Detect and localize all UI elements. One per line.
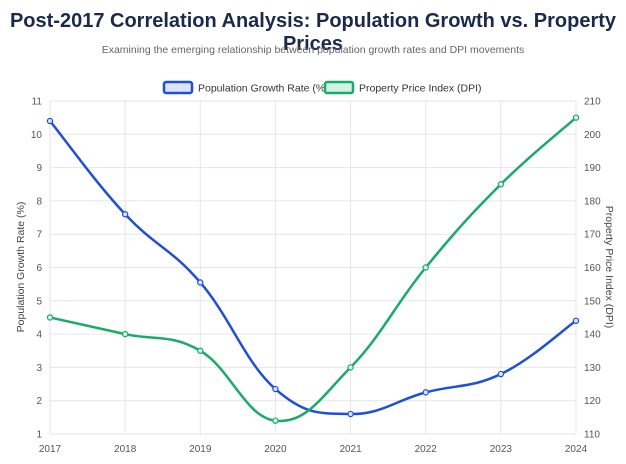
x-tick-label: 2019	[189, 444, 212, 455]
data-point[interactable]	[572, 114, 580, 121]
legend-swatch-dpi[interactable]	[323, 80, 355, 95]
x-tick-label: 2017	[39, 444, 62, 455]
data-point[interactable]	[422, 264, 429, 271]
x-tick-label: 2018	[114, 444, 137, 455]
data-point[interactable]	[497, 370, 505, 378]
y-right-tick-label: 210	[584, 97, 601, 108]
chart-subtitle: Examining the emerging relationship betw…	[101, 44, 525, 56]
legend-swatch-population[interactable]	[162, 80, 194, 95]
legend-label-dpi[interactable]: Property Price Index (DPI)	[359, 83, 482, 95]
y-left-tick-label: 5	[36, 296, 42, 307]
x-tick-label: 2020	[264, 444, 287, 455]
y-right-tick-label: 200	[584, 130, 601, 141]
series-line-0	[49, 120, 577, 416]
data-point[interactable]	[197, 347, 204, 354]
data-point[interactable]	[497, 181, 505, 188]
y-right-tick-label: 120	[584, 396, 601, 407]
legend: Population Growth Rate (%) Property Pric…	[162, 80, 482, 95]
y-left-tick-label: 10	[31, 130, 43, 141]
y-left-axis-ticks: 1 2 3 4 5 6 7 8 9 10 11	[31, 97, 43, 441]
data-point[interactable]	[422, 389, 429, 396]
data-point[interactable]	[197, 279, 204, 286]
series-lines	[49, 116, 577, 423]
y-left-tick-label: 9	[36, 163, 42, 174]
legend-label-population[interactable]: Population Growth Rate (%)	[198, 83, 329, 95]
data-point[interactable]	[46, 314, 54, 321]
y-right-tick-label: 130	[584, 363, 601, 374]
y-right-tick-label: 180	[584, 196, 601, 207]
x-tick-label: 2023	[490, 444, 513, 455]
data-point[interactable]	[272, 417, 279, 424]
x-tick-label: 2022	[415, 444, 438, 455]
y-right-axis-ticks: 110 120 130 140 150 160 170 180 190 200 210	[584, 97, 601, 441]
y-left-tick-label: 8	[36, 196, 42, 207]
data-point[interactable]	[46, 117, 54, 125]
y-right-tick-label: 140	[584, 330, 601, 341]
data-point[interactable]	[272, 385, 279, 393]
y-left-tick-label: 11	[32, 97, 43, 108]
y-left-tick-label: 6	[36, 263, 42, 274]
data-point[interactable]	[347, 364, 354, 371]
x-tick-label: 2021	[339, 444, 362, 455]
data-point[interactable]	[347, 410, 354, 418]
series-line-1	[49, 116, 577, 423]
series-points	[46, 114, 580, 424]
chart-title: Post-2017 Correlation Analysis: Populati…	[9, 10, 617, 55]
y-left-axis-title: Population Growth Rate (%)	[15, 202, 27, 333]
y-right-tick-label: 150	[584, 296, 601, 307]
data-point[interactable]	[121, 211, 129, 218]
y-right-tick-label: 110	[584, 430, 600, 441]
y-left-tick-label: 7	[36, 230, 42, 241]
y-right-tick-label: 160	[584, 263, 601, 274]
x-tick-label: 2024	[565, 444, 588, 455]
grid-lines	[49, 100, 577, 435]
y-right-axis-title: Property Price Index (DPI)	[603, 206, 615, 329]
y-left-tick-label: 1	[36, 430, 42, 441]
data-point[interactable]	[572, 317, 580, 324]
y-right-tick-label: 190	[584, 163, 601, 174]
y-right-tick-label: 170	[584, 230, 601, 241]
y-left-tick-label: 3	[36, 363, 42, 374]
data-point[interactable]	[121, 330, 129, 338]
x-axis-ticks: 2017 2018 2019 2020 2021 2022 2023 2024	[39, 444, 588, 455]
y-left-tick-label: 2	[36, 396, 42, 407]
y-left-tick-label: 4	[36, 330, 42, 341]
